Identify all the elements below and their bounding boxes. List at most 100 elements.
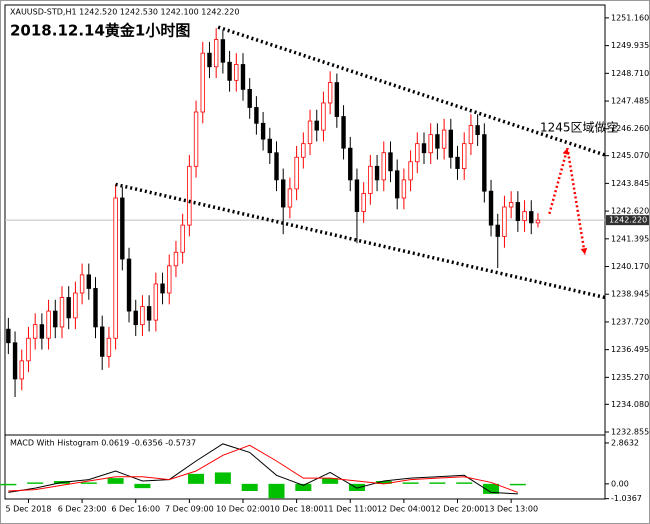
candle-body	[167, 265, 172, 294]
candle-body	[495, 224, 500, 237]
histogram-bar	[456, 482, 473, 484]
y-tick-label: 1240.170	[611, 262, 649, 271]
macd-title: MACD With Histogram 0.0619 -0.6356 -0.57…	[10, 439, 196, 448]
histogram-bar	[295, 483, 312, 491]
y-tick-label: 1235.270	[611, 373, 649, 382]
last-price-box	[606, 215, 649, 226]
candle-body	[32, 324, 38, 339]
histogram-bar	[509, 483, 526, 486]
candle-body	[348, 147, 353, 181]
histogram-bar	[348, 483, 365, 491]
candle-body	[529, 211, 534, 224]
x-tick-label: 12 Dec 04:00	[377, 505, 431, 514]
candle-body	[307, 120, 313, 145]
candle-body	[247, 88, 252, 108]
y-tick-label: 1245.070	[611, 151, 649, 160]
histogram-bar	[214, 472, 231, 484]
histogram-bar	[268, 483, 285, 499]
x-tick-label: 10 Dec 18:00	[270, 505, 324, 514]
y-tick-label: 1243.845	[611, 179, 649, 188]
candle-body	[388, 152, 393, 172]
candle-body	[173, 251, 179, 267]
candle-body	[502, 206, 507, 237]
y-tick-label: 1251.160	[611, 13, 649, 22]
candle-body	[394, 170, 400, 199]
macd-line	[8, 443, 518, 495]
histogram-bar	[241, 483, 258, 491]
x-tick-label: 7 Dec 09:00	[165, 505, 214, 514]
candle-body	[482, 134, 487, 192]
y-tick-label: 0.00	[611, 479, 629, 488]
candle-body	[260, 122, 266, 140]
histogram-bar	[429, 482, 446, 484]
candle-body	[227, 61, 232, 81]
y-tick-label: 1237.720	[611, 317, 649, 326]
candle-body	[515, 202, 521, 221]
y-tick-label: 1246.260	[611, 124, 649, 133]
trend-line	[115, 182, 606, 300]
macd-line	[8, 444, 519, 493]
candle-body	[187, 165, 192, 226]
candle-body	[354, 179, 360, 212]
candle-body	[301, 143, 306, 158]
histogram-bar	[107, 478, 124, 484]
candle-body	[327, 82, 333, 104]
candle-body	[488, 190, 494, 226]
candle-body	[39, 324, 45, 339]
candle-body	[180, 224, 185, 253]
candle-body	[267, 138, 273, 154]
candle-body	[401, 179, 407, 199]
candle-body	[535, 219, 541, 224]
candle-body	[26, 337, 31, 362]
y-tick-label: 1247.485	[611, 97, 649, 106]
x-tick-label: 13 Dec 13:00	[484, 505, 538, 514]
candle-body	[448, 129, 454, 158]
candle-body	[522, 211, 527, 221]
candle-body	[6, 328, 11, 344]
arrow-head	[580, 247, 588, 255]
candle-body	[193, 111, 199, 167]
candle-body	[19, 360, 24, 380]
candle-body	[428, 134, 433, 154]
candle-body	[341, 116, 346, 149]
candle-body	[126, 258, 132, 312]
y-tick-label: 1234.080	[611, 400, 649, 409]
candle-body	[207, 52, 212, 68]
candle-body	[361, 193, 366, 212]
x-tick-label: 12 Dec 20:00	[431, 505, 485, 514]
candle-body	[381, 152, 386, 181]
candle-body	[234, 64, 239, 81]
y-tick-label: 1236.495	[611, 345, 649, 354]
y-tick-label: 1241.395	[611, 234, 649, 243]
candle-body	[468, 125, 474, 145]
candle-body	[213, 39, 219, 68]
x-tick-label: 6 Dec 23:00	[58, 505, 107, 514]
x-tick-label: 5 Dec 2018	[5, 505, 51, 514]
histogram-bar	[322, 478, 339, 484]
candle-body	[220, 39, 226, 63]
plot-border	[4, 4, 606, 500]
candle-body	[160, 283, 165, 294]
candle-body	[46, 310, 51, 339]
header: XAUUSD-STD,H1 1242.520 1242.530 1242.100…	[10, 8, 239, 17]
candle-body	[140, 306, 145, 326]
annotation: 1245区域做空	[540, 120, 619, 135]
y-tick-label: 1238.945	[611, 290, 649, 299]
candle-body	[59, 297, 65, 328]
candle-body	[435, 134, 440, 149]
candle-body	[374, 165, 380, 181]
candle-body	[408, 161, 413, 181]
arrow-head	[562, 148, 570, 156]
candle-body	[294, 156, 299, 190]
candle-body	[120, 197, 125, 260]
candle-body	[133, 310, 138, 326]
y-tick-label: 1248.710	[611, 69, 649, 78]
y-tick-label: 1232.855	[611, 428, 649, 437]
candle-body	[153, 283, 159, 321]
candle-body	[73, 292, 78, 319]
candle-body	[462, 143, 467, 169]
y-tick-label: -1.0367	[611, 494, 642, 503]
candle-body	[106, 337, 112, 357]
candle-body	[53, 310, 58, 328]
